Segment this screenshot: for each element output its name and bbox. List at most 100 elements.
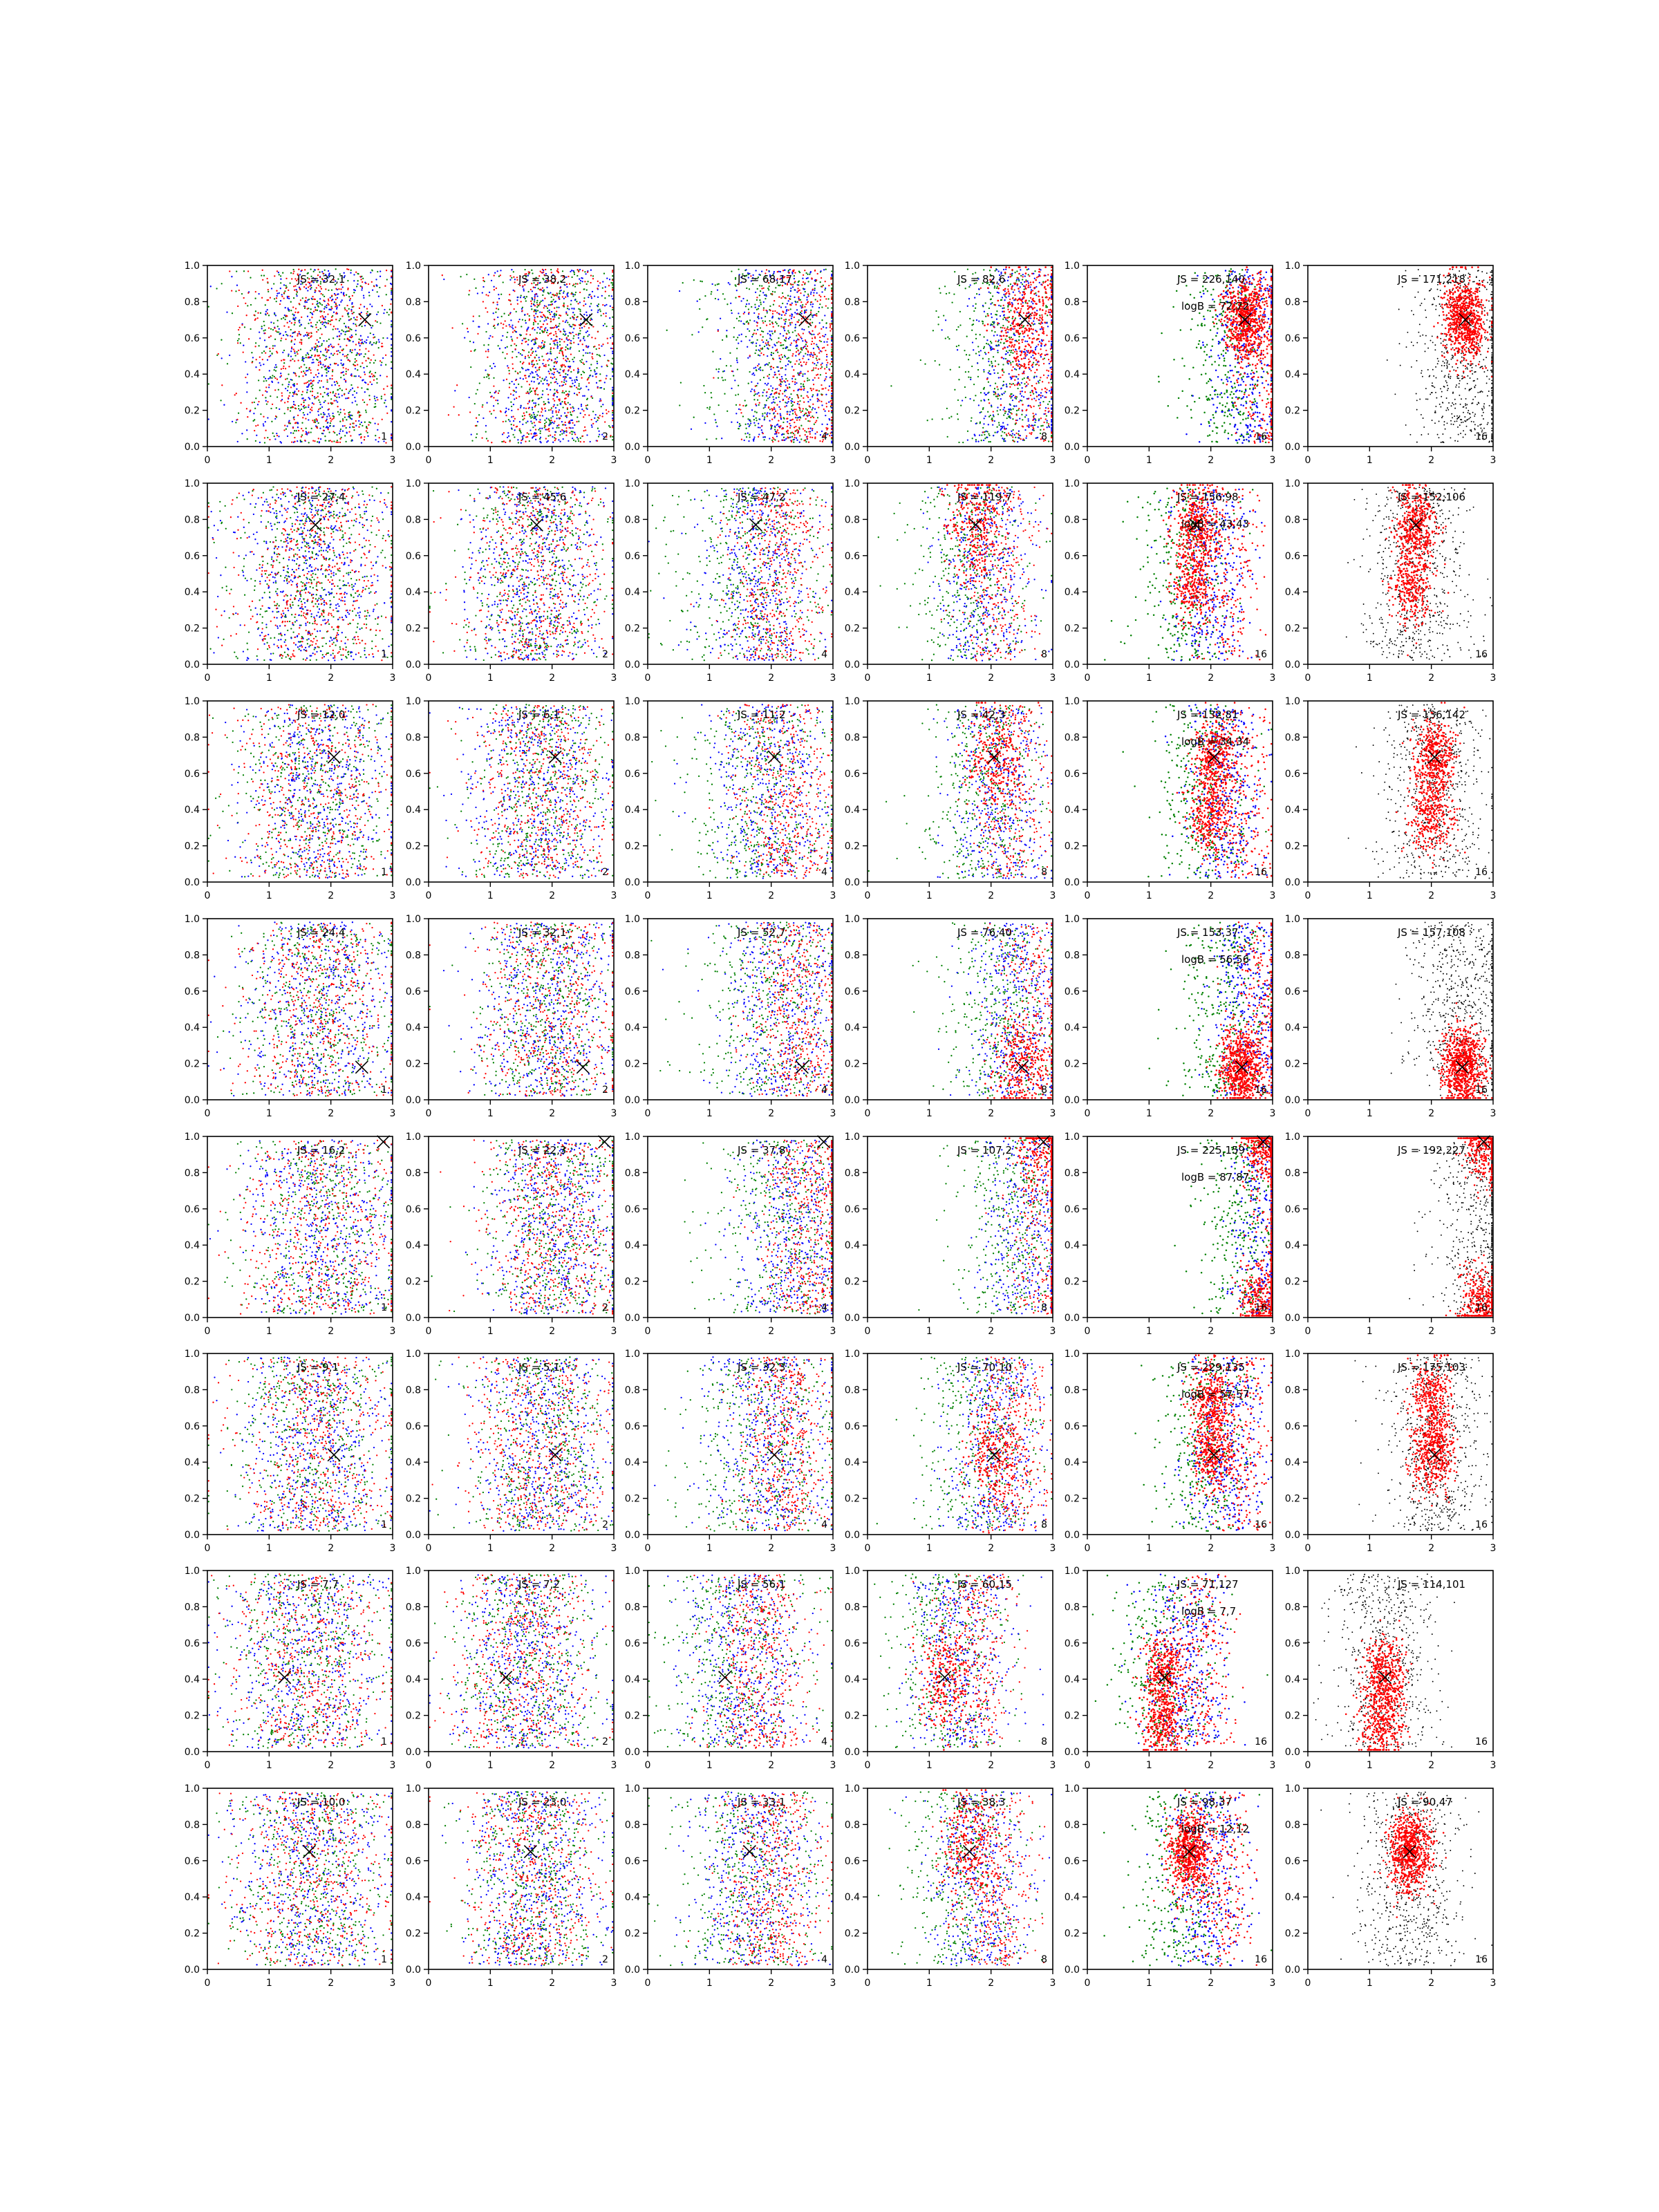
x-tick-label: 3 bbox=[1490, 1326, 1497, 1337]
x-tick-label: 0 bbox=[1085, 1760, 1091, 1771]
axes-frame bbox=[207, 1136, 393, 1318]
axes-frame bbox=[867, 918, 1053, 1100]
logb-annotation: logB = 34,34 bbox=[1181, 735, 1249, 748]
y-tick-label: 0.0 bbox=[1285, 1965, 1300, 1976]
y-tick-label: 0.2 bbox=[845, 406, 860, 417]
x-tick-label: 1 bbox=[266, 1108, 272, 1119]
scatter-points bbox=[429, 921, 614, 1097]
panel-r2-c4: 0 1 2 3 0.0 0.2 0.4 0.6 0.8 1.0 JS = 119,7 8 bbox=[845, 478, 1056, 684]
scatter-points bbox=[429, 1356, 614, 1532]
axes-frame bbox=[867, 1353, 1053, 1535]
y-tick-label: 0.8 bbox=[1285, 950, 1300, 961]
scatter-points bbox=[1148, 921, 1273, 1099]
y-tick-label: 0.0 bbox=[185, 1747, 200, 1758]
axes-frame bbox=[1087, 1788, 1273, 1970]
x-tick-label: 0 bbox=[426, 1326, 432, 1337]
scatter-series bbox=[912, 1573, 1029, 1748]
y-tick-label: 0.6 bbox=[406, 1204, 421, 1215]
x-tick-label: 1 bbox=[926, 1326, 932, 1337]
y-tick-label: 1.0 bbox=[406, 478, 421, 489]
y-tick-label: 0.4 bbox=[406, 1240, 421, 1251]
y-tick-label: 0.0 bbox=[1285, 1530, 1300, 1541]
js-annotation: JS = 119,7 bbox=[957, 491, 1012, 503]
y-tick-label: 0.2 bbox=[1065, 841, 1080, 852]
panel-corner-label: 16 bbox=[1475, 1519, 1488, 1530]
js-annotation: JS = 175,103 bbox=[1397, 1361, 1465, 1374]
y-tick-label: 0.2 bbox=[1065, 624, 1080, 635]
x-tick-label: 1 bbox=[1146, 1108, 1152, 1119]
y-tick-label: 0.4 bbox=[845, 1674, 860, 1685]
y-tick-label: 1.0 bbox=[1285, 1132, 1300, 1143]
js-annotation: JS = 70,10 bbox=[957, 1361, 1012, 1374]
axes-frame bbox=[207, 918, 393, 1100]
y-tick-label: 0.0 bbox=[406, 442, 421, 453]
scatter-series bbox=[429, 704, 614, 879]
y-tick-label: 0.6 bbox=[845, 1856, 860, 1867]
y-tick-label: 0.2 bbox=[845, 1929, 860, 1940]
scatter-series bbox=[1160, 1573, 1244, 1745]
panel-corner-label: 8 bbox=[1041, 1736, 1047, 1747]
y-tick-label: 0.0 bbox=[845, 1530, 860, 1541]
panel-r2-c3: 0 1 2 3 0.0 0.2 0.4 0.6 0.8 1.0 JS = 47,2 4 bbox=[625, 478, 836, 684]
axes-frame bbox=[647, 265, 834, 447]
x-tick-label: 1 bbox=[1146, 455, 1152, 466]
x-tick-label: 3 bbox=[390, 890, 396, 901]
panel-corner-label: 1 bbox=[381, 1954, 387, 1965]
y-tick-label: 1.0 bbox=[1285, 1566, 1300, 1577]
x-tick-label: 0 bbox=[426, 673, 432, 684]
y-tick-label: 0.8 bbox=[625, 732, 640, 743]
y-tick-label: 0.4 bbox=[1285, 1457, 1300, 1468]
x-tick-label: 0 bbox=[865, 673, 871, 684]
x-tick-label: 1 bbox=[1146, 1978, 1152, 1989]
x-tick-label: 1 bbox=[487, 1108, 494, 1119]
y-tick-label: 0.8 bbox=[1065, 1602, 1080, 1613]
y-tick-label: 0.2 bbox=[625, 624, 640, 635]
scatter-series bbox=[937, 921, 1053, 1097]
x-tick-label: 2 bbox=[1208, 1978, 1214, 1989]
x-tick-label: 1 bbox=[706, 1978, 713, 1989]
y-tick-label: 0.8 bbox=[625, 1168, 640, 1179]
scatter-series bbox=[1386, 268, 1493, 444]
axes-frame bbox=[207, 482, 393, 665]
x-tick-label: 2 bbox=[768, 1543, 774, 1554]
y-tick-label: 1.0 bbox=[185, 696, 200, 707]
scatter-points bbox=[1103, 1789, 1273, 1967]
x-tick-label: 0 bbox=[1305, 1978, 1311, 1989]
y-tick-label: 0.0 bbox=[845, 1747, 860, 1758]
x-tick-label: 3 bbox=[830, 673, 836, 684]
scatter-series bbox=[667, 1574, 833, 1749]
y-tick-label: 1.0 bbox=[625, 1566, 640, 1577]
scatter-series bbox=[207, 1573, 393, 1748]
scatter-series bbox=[1344, 1619, 1413, 1751]
scatter-points bbox=[1354, 1354, 1493, 1531]
y-tick-label: 0.2 bbox=[1285, 1929, 1300, 1940]
axes-frame bbox=[647, 1353, 834, 1535]
panel-corner-label: 2 bbox=[602, 1736, 608, 1747]
y-tick-label: 0.2 bbox=[185, 1711, 200, 1722]
panel-r6-c4: 0 1 2 3 0.0 0.2 0.4 0.6 0.8 1.0 JS = 70,10 8 bbox=[845, 1349, 1056, 1554]
scatter-points bbox=[918, 1137, 1053, 1315]
js-annotation: JS = 171,218 bbox=[1397, 273, 1465, 285]
x-tick-label: 0 bbox=[1305, 890, 1311, 901]
source-marker bbox=[795, 1060, 809, 1074]
y-tick-label: 0.2 bbox=[1285, 1494, 1300, 1505]
js-annotation: JS = 37,8 bbox=[737, 1144, 785, 1156]
source-marker bbox=[576, 1060, 590, 1074]
panel-r2-c1: 0 1 2 3 0.0 0.2 0.4 0.6 0.8 1.0 JS = 27,4 1 bbox=[185, 478, 396, 684]
y-tick-label: 0.2 bbox=[185, 841, 200, 852]
x-tick-label: 2 bbox=[549, 890, 555, 901]
x-tick-label: 0 bbox=[865, 1108, 871, 1119]
y-tick-label: 1.0 bbox=[185, 1132, 200, 1143]
y-tick-label: 1.0 bbox=[185, 914, 200, 925]
scatter-points bbox=[207, 921, 393, 1097]
source-marker bbox=[377, 1135, 391, 1149]
x-tick-label: 2 bbox=[1428, 1978, 1434, 1989]
x-tick-label: 1 bbox=[487, 1978, 494, 1989]
y-tick-label: 0.4 bbox=[1065, 1022, 1080, 1033]
scatter-points bbox=[1104, 484, 1267, 662]
axes-frame bbox=[867, 265, 1053, 447]
panel-r5-c3: 0 1 2 3 0.0 0.2 0.4 0.6 0.8 1.0 JS = 37,8 4 bbox=[625, 1132, 836, 1337]
y-tick-label: 1.0 bbox=[1065, 1783, 1080, 1794]
y-tick-label: 1.0 bbox=[1065, 914, 1080, 925]
x-tick-label: 3 bbox=[1050, 890, 1056, 901]
